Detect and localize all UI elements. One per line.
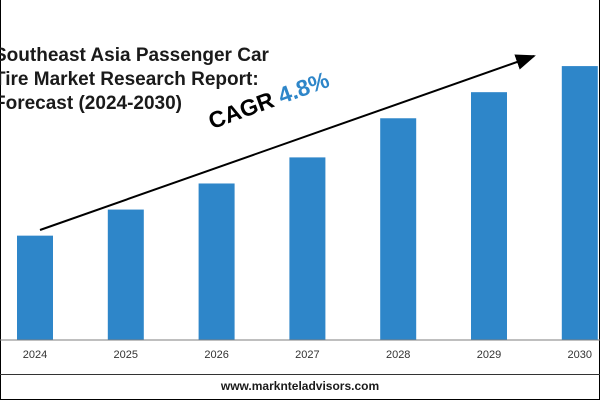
x-tick-label: 2030: [568, 349, 592, 361]
x-tick-label: 2025: [114, 349, 138, 361]
x-tick-label: 2028: [386, 349, 410, 361]
x-tick-label: 2024: [23, 349, 47, 361]
x-tick-label: 2026: [204, 349, 228, 361]
bar-2028: [380, 118, 417, 341]
chart-title: Southeast Asia Passenger Car Tire Market…: [0, 44, 269, 116]
footer-url[interactable]: www.marknteladvisors.com: [220, 379, 380, 393]
bar-2029: [471, 92, 507, 340]
trend-arrow-line: [39, 54, 536, 231]
x-tick-label: 2029: [477, 349, 501, 361]
x-axis-ticks: 2024 2025 2026 2027 2028 2029 2030: [23, 349, 592, 361]
title-line-3: Forecast (2024-2030): [0, 93, 182, 114]
title-line-1: Southeast Asia Passenger Car: [0, 45, 269, 66]
bar-2027: [289, 157, 326, 340]
bar-2026: [198, 183, 235, 340]
x-tick-label: 2027: [295, 349, 319, 361]
bar-2030: [561, 66, 598, 340]
bar-2024: [17, 235, 53, 340]
trend-arrow: [39, 54, 536, 231]
bar-2025: [107, 209, 144, 340]
bars: [17, 66, 598, 341]
footer-divider: [0, 374, 600, 375]
title-line-2: Tire Market Research Report:: [0, 69, 259, 90]
